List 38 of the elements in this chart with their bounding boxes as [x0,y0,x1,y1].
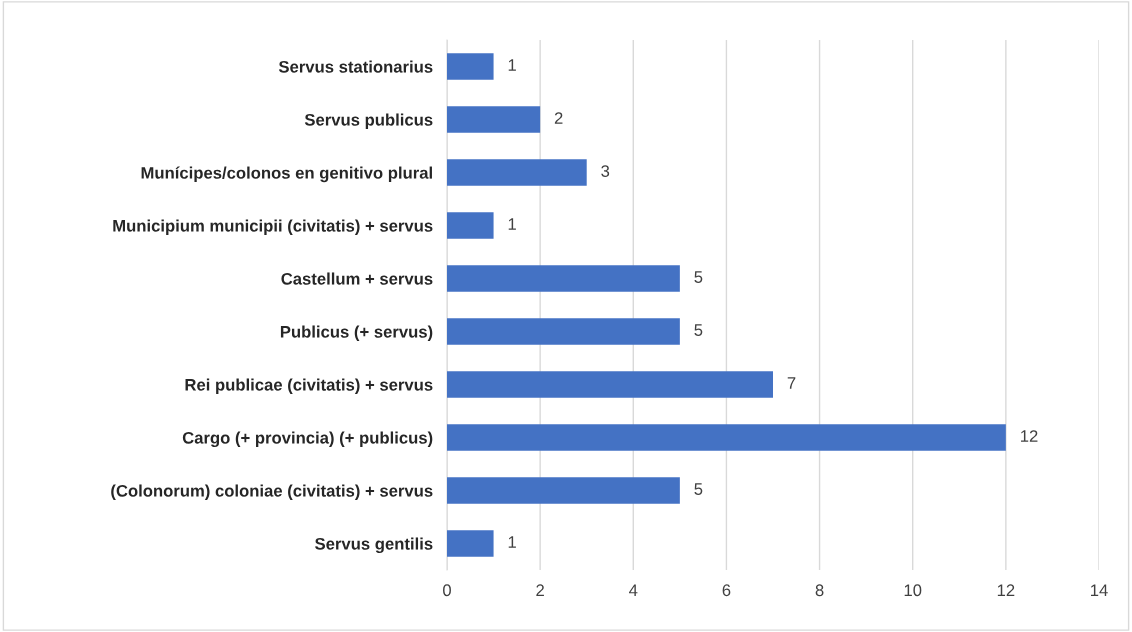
y-tick-label: Publicus (+ servus) [280,325,433,341]
bar [447,53,494,80]
data-label: 5 [694,483,703,495]
bar [447,477,680,504]
x-tick-label: 10 [904,584,922,597]
bar [447,371,773,398]
y-tick-label: Munícipes/colonos en genitivo plural [141,166,432,183]
data-label: 1 [508,218,516,230]
y-tick-label: Servus stationarius [278,60,433,73]
y-tick-label: Servus gentilis [315,537,433,554]
bar [447,159,587,186]
x-tick-label: 14 [1091,584,1108,596]
data-label: 5 [694,324,703,336]
data-label: 1 [508,536,516,548]
x-tick-label: 8 [815,584,824,597]
data-label: 2 [554,112,563,124]
y-tick-label: Municipium municipii (civitatis) + servus [113,219,433,235]
data-label: 3 [601,165,610,177]
bar [447,265,680,292]
y-tick-label: Castellum + servus [281,272,433,285]
data-label: 5 [694,271,703,283]
data-label: 1 [508,59,516,71]
y-tick-label: (Colonorum) coloniae (civitatis) + servus [111,484,433,500]
x-tick-label: 0 [443,584,451,597]
bar [447,530,494,557]
data-label: 12 [1021,430,1038,442]
x-tick-label: 4 [629,584,638,596]
y-tick-label: Rei publicae (civitatis) + servus [185,378,433,394]
bar [447,106,541,133]
y-tick-label: Servus publicus [304,113,433,129]
y-tick-label: Cargo (+ provincia) (+ publicus) [182,431,433,448]
x-tick-label: 12 [997,584,1015,596]
x-tick-label: 6 [722,584,731,597]
bar [447,212,494,239]
bar [447,318,680,345]
data-label: 7 [787,377,796,389]
bar [447,424,1006,451]
x-tick-label: 2 [536,584,544,596]
